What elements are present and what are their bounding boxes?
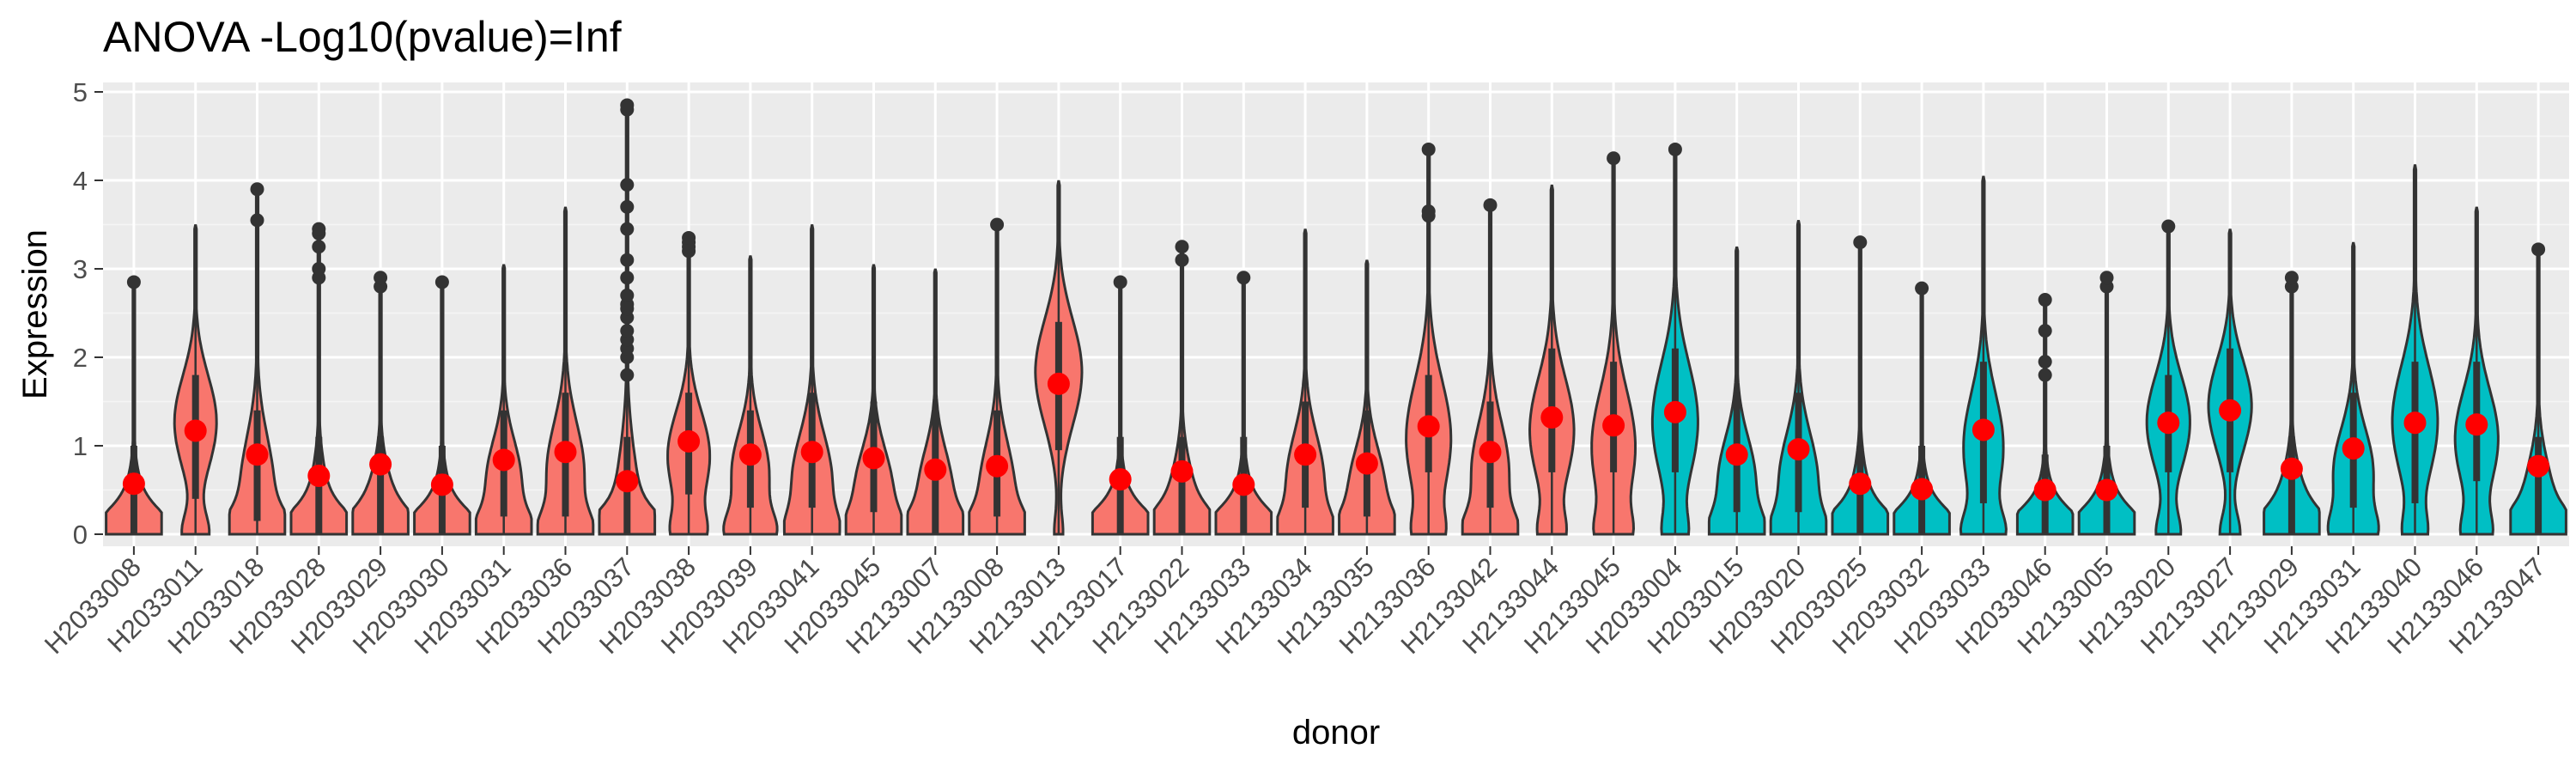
mean-point (2033, 478, 2057, 502)
outlier-point (374, 271, 388, 285)
outlier-point (620, 199, 635, 214)
y-tick-label: 0 (73, 520, 88, 550)
outlier-point (2038, 355, 2052, 369)
chart-title: ANOVA -Log10(pvalue)=Inf (103, 13, 622, 61)
mean-point (1170, 460, 1194, 483)
outlier-point (1113, 275, 1127, 289)
mean-point (492, 448, 515, 472)
box-iqr (2535, 436, 2543, 534)
outlier-point (312, 262, 326, 276)
outlier-point (2038, 324, 2052, 338)
outlier-point (434, 275, 449, 289)
y-axis-title: Expression (16, 229, 54, 399)
mean-point (1663, 400, 1686, 423)
mean-point (924, 458, 947, 481)
y-tick-label: 1 (73, 431, 88, 461)
mean-point (2465, 413, 2488, 436)
outlier-point (620, 271, 635, 285)
mean-point (800, 441, 823, 464)
y-tick-label: 4 (73, 166, 88, 196)
outlier-point (682, 230, 696, 245)
mean-point (1540, 406, 1564, 429)
box-iqr (1178, 436, 1186, 534)
outlier-point (2099, 271, 2114, 285)
mean-point (616, 470, 639, 493)
mean-point (1047, 372, 1070, 395)
mean-point (1294, 443, 1317, 466)
plot-panel (103, 82, 2569, 546)
outlier-point (620, 98, 635, 113)
mean-point (2342, 437, 2365, 460)
outlier-point (620, 178, 635, 192)
mean-point (122, 472, 145, 496)
outlier-point (620, 253, 635, 267)
outlier-point (1915, 281, 1929, 295)
outlier-point (620, 368, 635, 382)
mean-point (1849, 472, 1872, 496)
box-iqr (377, 436, 385, 534)
outlier-point (1421, 142, 1436, 156)
mean-point (1479, 441, 1502, 464)
outlier-point (620, 288, 635, 302)
mean-point (986, 454, 1009, 478)
outlier-point (2531, 242, 2546, 257)
outlier-point (620, 324, 635, 338)
outlier-point (250, 213, 264, 228)
mean-point (1911, 478, 1934, 501)
mean-point (1971, 418, 1995, 441)
outlier-point (2038, 368, 2052, 382)
x-axis-title: donor (1292, 714, 1380, 752)
mean-point (677, 429, 701, 453)
x-axis: H2033008H2033011H2033018H2033028H2033029… (39, 546, 2551, 660)
y-axis: 0 1 2 3 4 5 (73, 77, 103, 550)
mean-point (1725, 443, 1748, 466)
mean-point (1109, 468, 1132, 491)
y-tick-label: 3 (73, 254, 88, 284)
box-iqr (2287, 436, 2295, 534)
mean-point (2219, 399, 2242, 422)
y-tick-label: 5 (73, 77, 88, 107)
y-tick-label: 2 (73, 343, 88, 373)
outlier-point (312, 222, 326, 236)
mean-point (1232, 473, 1255, 496)
mean-point (1787, 438, 1810, 461)
mean-point (2403, 411, 2427, 435)
outlier-point (1421, 204, 1436, 219)
outlier-point (1236, 271, 1251, 285)
outlier-point (1175, 240, 1189, 254)
outlier-point (1483, 198, 1498, 212)
outlier-point (620, 222, 635, 236)
mean-point (1417, 415, 1440, 438)
outlier-point (2284, 271, 2299, 285)
mean-point (2095, 478, 2118, 502)
mean-point (1602, 414, 1625, 437)
outlier-point (1175, 253, 1189, 267)
outlier-point (1853, 235, 1868, 250)
mean-point (554, 441, 577, 464)
outlier-point (250, 182, 264, 197)
outlier-point (990, 217, 1005, 232)
mean-point (2157, 411, 2180, 435)
mean-point (862, 447, 885, 470)
mean-point (246, 443, 269, 466)
mean-point (430, 473, 453, 496)
mean-point (184, 419, 207, 442)
mean-point (369, 453, 392, 476)
violin-series (105, 98, 2567, 536)
outlier-point (126, 275, 141, 289)
outlier-point (1607, 151, 1621, 166)
outlier-point (2161, 219, 2176, 234)
outlier-point (2038, 293, 2052, 307)
outlier-point (312, 240, 326, 254)
mean-point (1355, 452, 1378, 475)
mean-point (2280, 457, 2303, 480)
mean-point (2527, 454, 2550, 478)
mean-point (307, 465, 331, 488)
mean-point (738, 443, 762, 466)
outlier-point (1668, 142, 1682, 156)
